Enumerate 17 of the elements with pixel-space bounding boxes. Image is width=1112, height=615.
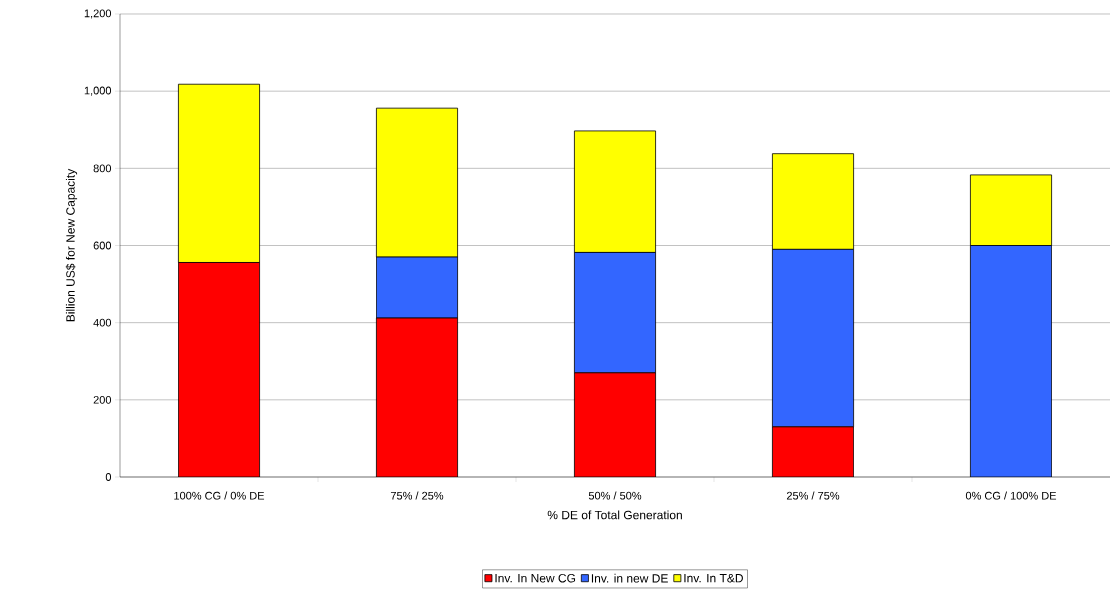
legend-label: Inv. In New CG — [495, 573, 576, 583]
legend-label: Inv. in new DE — [591, 573, 668, 583]
legend-label: Inv. In T&D — [684, 574, 743, 583]
x-tick-label: 75% / 25% — [390, 491, 444, 500]
x-tick-label: 50% / 50% — [588, 491, 642, 500]
y-tick-label: 200 — [93, 395, 112, 404]
y-tick-label: 0 — [105, 473, 112, 481]
y-axis-title: Billion US$ for New Capacity — [65, 168, 78, 322]
x-axis-title: % DE of Total Generation — [547, 510, 682, 520]
y-tick-label: 1,200 — [84, 9, 112, 19]
y-tick-label: 600 — [93, 241, 112, 250]
x-tick-label: 100% CG / 0% DE — [174, 491, 265, 500]
y-tick-label: 400 — [93, 318, 112, 327]
x-tick-label: 25% / 75% — [786, 491, 840, 500]
x-tick-label: 0% CG / 100% DE — [965, 491, 1057, 500]
y-tick-label: 1,000 — [84, 86, 112, 96]
y-tick-label: 800 — [93, 164, 112, 173]
